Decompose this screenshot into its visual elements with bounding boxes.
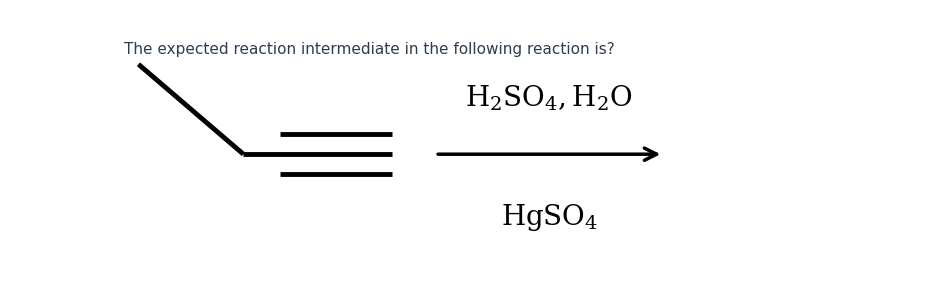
Text: The expected reaction intermediate in the following reaction is?: The expected reaction intermediate in th… xyxy=(124,42,615,57)
Text: $\mathregular{H_2SO_4, H_2O}$: $\mathregular{H_2SO_4, H_2O}$ xyxy=(465,83,633,113)
Text: $\mathregular{HgSO_4}$: $\mathregular{HgSO_4}$ xyxy=(501,202,598,233)
